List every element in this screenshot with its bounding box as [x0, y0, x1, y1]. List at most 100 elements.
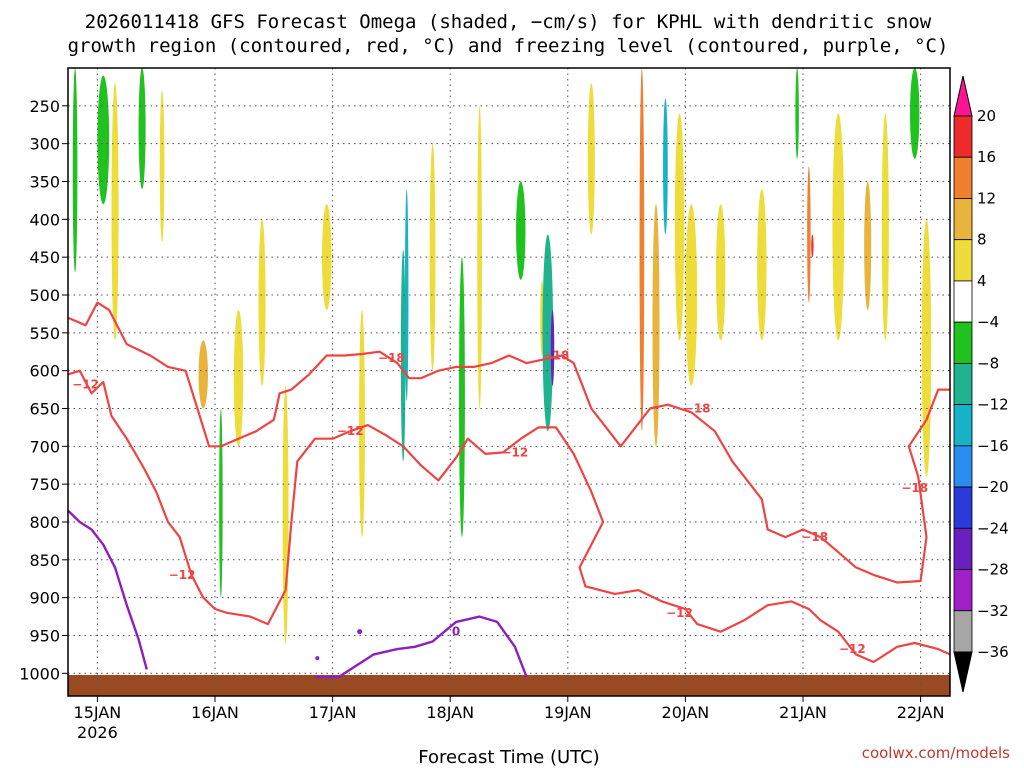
omega-blob-13	[404, 189, 409, 401]
gridlines	[68, 68, 950, 696]
colorbar-label-9: −20	[977, 478, 1009, 496]
x-tick-sublabel-0: 2026	[77, 723, 118, 742]
omega-blob-25	[674, 113, 685, 341]
y-tick-label-400: 400	[29, 210, 60, 229]
omega-blob-17	[516, 181, 526, 280]
colorbar-label-5: −4	[977, 313, 999, 331]
dendritic-contour-1	[67, 301, 950, 584]
x-tick-label-1: 16JAN	[191, 703, 239, 722]
colorbar-label-8: −16	[977, 437, 1009, 455]
colorbar-label-2: 12	[977, 189, 996, 207]
x-axis-label: Forecast Time (UTC)	[418, 747, 599, 768]
colorbar-band-4	[953, 239, 973, 282]
contour-label-5: −12	[839, 642, 866, 656]
omega-blob-31	[811, 234, 814, 258]
y-tick-label-700: 700	[29, 437, 60, 456]
omega-blob-26	[685, 204, 698, 386]
contour-label-7: −18	[543, 349, 570, 363]
colorbar-band-1	[953, 115, 973, 158]
colorbar-band-12	[953, 569, 973, 612]
plot-frame	[67, 67, 951, 697]
y-tick-label-600: 600	[29, 362, 60, 381]
colorbar-band-5	[953, 280, 973, 323]
omega-blob-0	[72, 68, 78, 273]
x-tick-label-3: 18JAN	[426, 703, 474, 722]
y-tick-label-950: 950	[29, 626, 60, 645]
dendritic-contour-0	[67, 369, 951, 664]
colorbar-label-7: −12	[977, 396, 1009, 414]
ground-surface	[68, 675, 950, 696]
contour-labels: −12 −12 −12 −12 −12 −12 −18 −18 −18 −18 −18 0	[72, 349, 928, 657]
colorbar-top-arrow	[953, 75, 973, 117]
y-tick-label-1000: 1000	[19, 664, 60, 683]
contour-label-4: −12	[666, 606, 693, 620]
credit-link[interactable]: coolwx.com/models	[862, 744, 1010, 762]
colorbar-band-8	[953, 404, 973, 447]
contour-label-8: −18	[684, 401, 711, 415]
colorbar-band-6	[953, 321, 973, 364]
freezing-contour-0	[67, 509, 148, 670]
omega-blob-22	[639, 68, 645, 432]
omega-blob-30	[807, 166, 811, 303]
contour-label-6: −18	[378, 351, 405, 365]
colorbar-band-7	[953, 362, 973, 406]
y-tick-label-550: 550	[29, 324, 60, 343]
chart-title: 2026011418 GFS Forecast Omega (shaded, −…	[68, 11, 949, 57]
contour-label-1: −12	[169, 568, 196, 582]
omega-blob-35	[910, 68, 920, 159]
colorbar-band-13	[953, 610, 973, 653]
colorbar-band-2	[953, 156, 973, 199]
y-tick-label-750: 750	[29, 475, 60, 494]
omega-blob-5	[198, 340, 208, 409]
omega-blob-21	[587, 83, 595, 235]
omega-blob-14	[429, 143, 436, 371]
plot-area: −12 −12 −12 −12 −12 −12 −18 −18 −18 −18 −18 0	[67, 67, 951, 697]
omega-blob-1	[97, 75, 110, 205]
omega-blob-34	[881, 113, 889, 341]
y-tick-label-800: 800	[29, 513, 60, 532]
colorbar: 20 16 12 8 4 −4 −8 −12 −16 −20 −24 −28 −32 −36	[953, 75, 1009, 693]
omega-blob-2	[111, 83, 119, 341]
contour-label-9: −18	[801, 530, 828, 544]
x-tick-label-4: 19JAN	[544, 703, 592, 722]
omega-blob-32	[832, 113, 845, 341]
x-tick-label-7: 22JAN	[897, 703, 945, 722]
colorbar-band-11	[953, 527, 973, 570]
y-tick-label-850: 850	[29, 551, 60, 570]
colorbar-band-10	[953, 486, 973, 529]
y-tick-label-900: 900	[29, 589, 60, 608]
contour-label-3: −12	[501, 445, 528, 459]
omega-blob-36	[921, 219, 932, 477]
omega-blob-7	[233, 310, 244, 447]
contour-label-2: −12	[337, 424, 364, 438]
colorbar-label-13: −36	[977, 643, 1009, 661]
colorbar-label-11: −28	[977, 561, 1009, 579]
y-tick-label-250: 250	[29, 97, 60, 116]
colorbar-bottom-arrow	[953, 651, 973, 693]
contours	[67, 301, 951, 679]
omega-blob-15	[459, 257, 465, 538]
omega-blob-27	[715, 204, 726, 341]
x-tick-label-0: 15JAN	[74, 703, 122, 722]
x-tick-label-2: 17JAN	[309, 703, 357, 722]
y-tick-label-350: 350	[29, 172, 60, 191]
omega-blob-9	[282, 385, 289, 644]
colorbar-label-1: 16	[977, 148, 996, 166]
freezing-dot-a	[357, 629, 363, 635]
colorbar-label-0: 20	[977, 107, 996, 125]
title-line-1: 2026011418 GFS Forecast Omega (shaded, −…	[85, 11, 932, 33]
y-tick-label-300: 300	[29, 135, 60, 154]
y-tick-label-650: 650	[29, 399, 60, 418]
y-tick-label-500: 500	[29, 286, 60, 305]
colorbar-band-9	[953, 445, 973, 488]
contour-label-11: 0	[452, 625, 460, 639]
colorbar-label-10: −24	[977, 519, 1009, 537]
title-line-2: growth region (contoured, red, °C) and f…	[68, 35, 949, 57]
omega-blob-11	[359, 310, 365, 538]
y-axis: 250 300 350 400 450 500 550 600 650 700 750 800 850 9…	[19, 97, 68, 683]
omega-blob-24	[663, 98, 668, 235]
freezing-dot-b	[315, 656, 320, 661]
freezing-contour-1	[315, 615, 528, 679]
